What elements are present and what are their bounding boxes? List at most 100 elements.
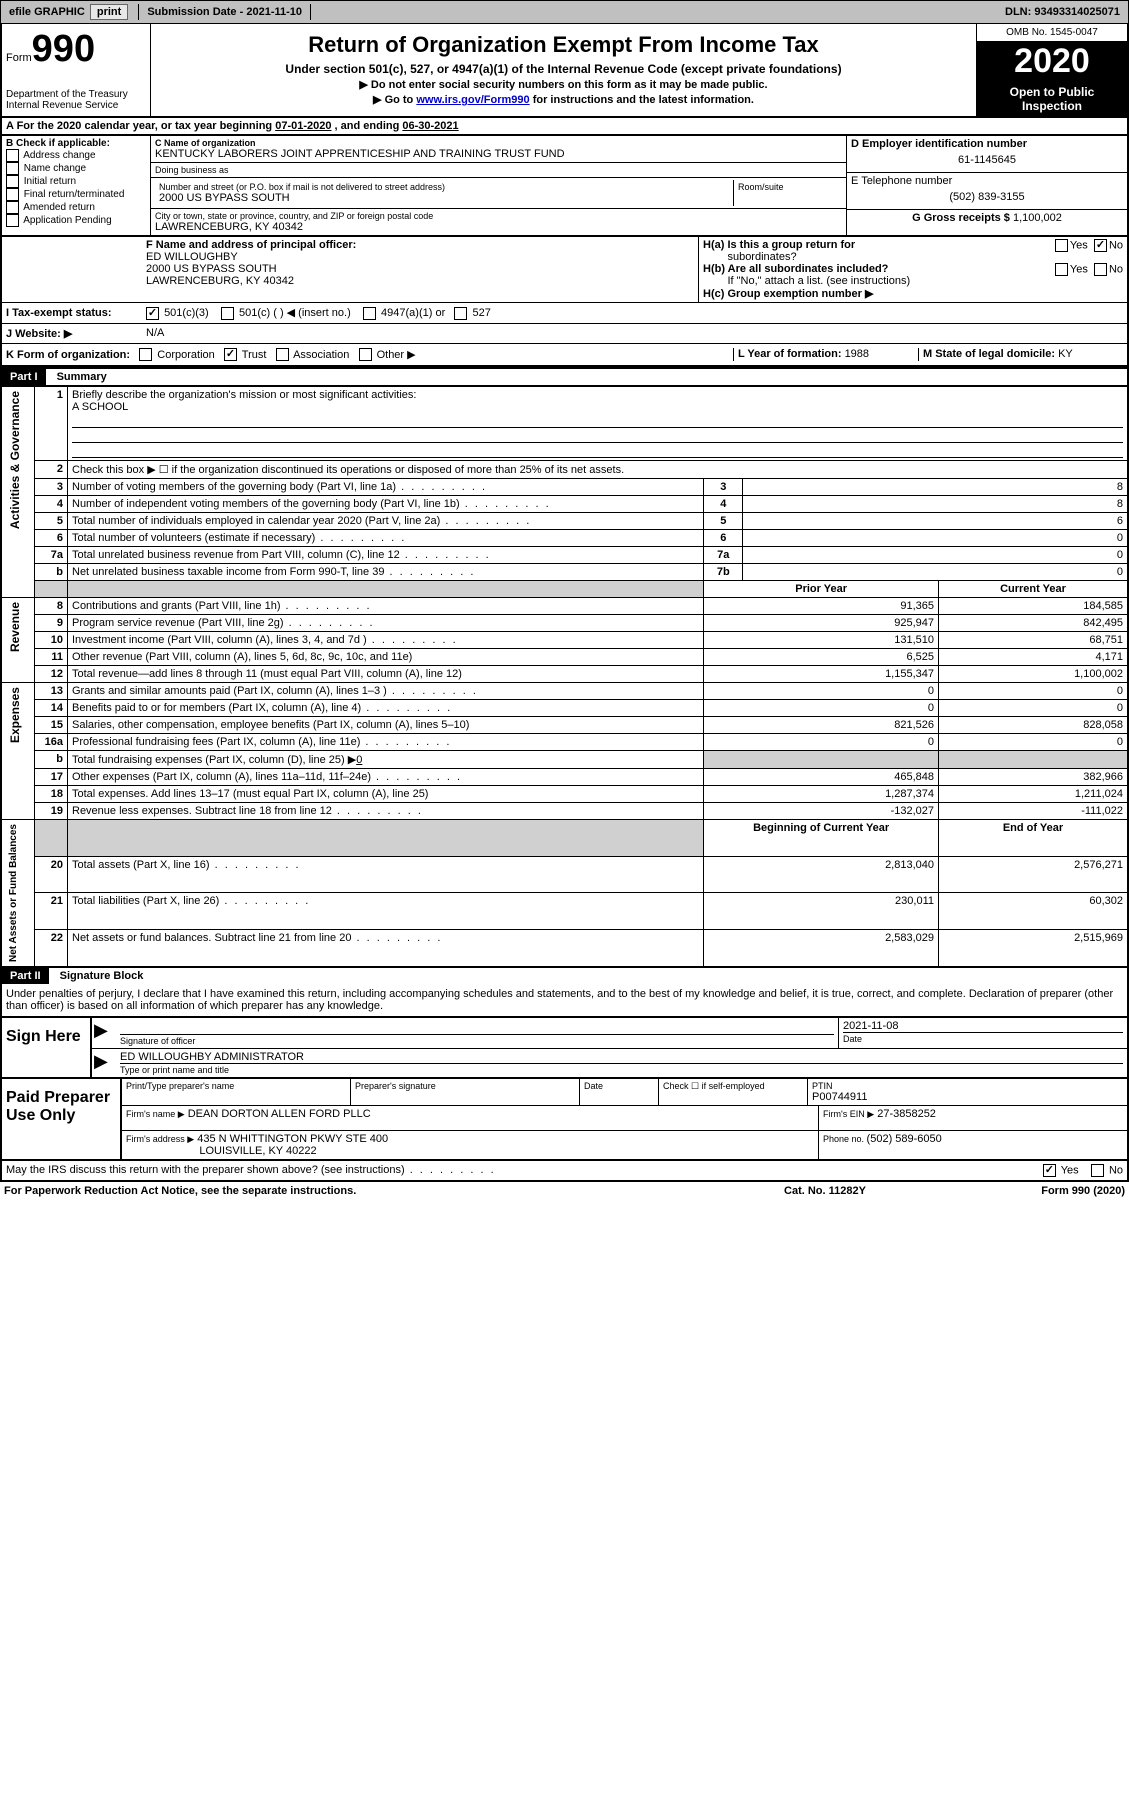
chk-final-return[interactable]: Final return/terminated (6, 188, 146, 201)
chk-527[interactable] (454, 307, 467, 320)
exp-14-prior: 0 (704, 700, 939, 717)
rev-12-curr: 1,100,002 (939, 666, 1129, 683)
officer-name-title: ED WILLOUGHBY ADMINISTRATOR (120, 1051, 1123, 1063)
line15: Salaries, other compensation, employee b… (72, 719, 469, 731)
dln: DLN: 93493314025071 (997, 4, 1128, 20)
side-net-assets: Net Assets or Fund Balances (6, 822, 21, 964)
chk-initial-return[interactable]: Initial return (6, 175, 146, 188)
chk-corporation[interactable] (139, 348, 152, 361)
chk-amended-return[interactable]: Amended return (6, 201, 146, 214)
line13: Grants and similar amounts paid (Part IX… (72, 685, 478, 697)
org-name: KENTUCKY LABORERS JOINT APPRENTICESHIP A… (155, 148, 842, 160)
self-employed-check[interactable]: Check ☐ if self-employed (663, 1081, 803, 1092)
line2: Check this box ▶ ☐ if the organization d… (68, 461, 1129, 479)
form990-link[interactable]: www.irs.gov/Form990 (416, 94, 529, 106)
exp-14-curr: 0 (939, 700, 1129, 717)
rev-9-prior: 925,947 (704, 615, 939, 632)
ein-value: 61-1145645 (851, 150, 1123, 170)
section-i-label: I Tax-exempt status: (6, 307, 146, 319)
hc-row: H(c) Group exemption number ▶ (703, 287, 1123, 300)
exp-13-curr: 0 (939, 683, 1129, 700)
line11: Other revenue (Part VIII, column (A), li… (72, 651, 412, 663)
chk-501c[interactable] (221, 307, 234, 320)
omb-number: OMB No. 1545-0047 (977, 24, 1127, 42)
line3: Number of voting members of the governin… (72, 481, 487, 493)
phone-label: E Telephone number (851, 175, 1123, 187)
state-domicile-label: M State of legal domicile: (923, 348, 1058, 360)
exp-15-prior: 821,526 (704, 717, 939, 734)
room-label: Room/suite (738, 182, 838, 192)
line7a: Total unrelated business revenue from Pa… (72, 549, 491, 561)
sign-arrow-icon-2: ▶ (92, 1049, 116, 1077)
line8: Contributions and grants (Part VIII, lin… (72, 600, 372, 612)
chk-address-change[interactable]: Address change (6, 149, 146, 162)
sign-here-section: Sign Here ▶ Signature of officer 2021-11… (0, 1018, 1129, 1079)
val-4: 8 (743, 496, 1128, 513)
print-button[interactable]: print (90, 4, 128, 20)
name-title-label: Type or print name and title (120, 1063, 1123, 1075)
discuss-row: May the IRS discuss this return with the… (0, 1161, 1129, 1182)
exp-17-prior: 465,848 (704, 769, 939, 786)
chk-501c3[interactable] (146, 307, 159, 320)
chk-application-pending[interactable]: Application Pending (6, 214, 146, 227)
prior-year-header: Prior Year (704, 581, 939, 598)
sig-date: 2021-11-08 (843, 1020, 1123, 1032)
org-name-label: C Name of organization (155, 138, 842, 148)
begin-year-header: Beginning of Current Year (704, 820, 939, 857)
discuss-no-checkbox[interactable] (1091, 1164, 1104, 1177)
firm-name-label: Firm's name ▶ (126, 1109, 185, 1119)
rev-9-curr: 842,495 (939, 615, 1129, 632)
val-6: 0 (743, 530, 1128, 547)
net-21-end: 60,302 (939, 893, 1129, 930)
phone-value: (502) 839-3155 (851, 187, 1123, 207)
form-org-label: K Form of organization: (6, 349, 130, 361)
net-20-begin: 2,813,040 (704, 856, 939, 893)
chk-trust[interactable] (224, 348, 237, 361)
state-domicile: KY (1058, 348, 1073, 360)
paid-preparer-label: Paid Preparer Use Only (2, 1079, 122, 1159)
line14: Benefits paid to or for members (Part IX… (72, 702, 452, 714)
officer-street: 2000 US BYPASS SOUTH (146, 263, 694, 275)
section-b-label: B Check if applicable: (6, 138, 146, 149)
line4: Number of independent voting members of … (72, 498, 551, 510)
discuss-question: May the IRS discuss this return with the… (6, 1164, 496, 1176)
officer-group-row: F Name and address of principal officer:… (0, 235, 1129, 303)
rev-8-curr: 184,585 (939, 598, 1129, 615)
exp-18-prior: 1,287,374 (704, 786, 939, 803)
prep-sig-label: Preparer's signature (355, 1081, 575, 1091)
chk-other[interactable] (359, 348, 372, 361)
form-header: Form990 Department of the Treasury Inter… (0, 24, 1129, 118)
net-20-end: 2,576,271 (939, 856, 1129, 893)
line1-value: A SCHOOL (72, 401, 128, 413)
discuss-yes-checkbox[interactable] (1043, 1164, 1056, 1177)
end-year-header: End of Year (939, 820, 1129, 857)
chk-name-change[interactable]: Name change (6, 162, 146, 175)
line22: Net assets or fund balances. Subtract li… (72, 932, 442, 944)
side-expenses: Expenses (6, 685, 24, 745)
street-value: 2000 US BYPASS SOUTH (159, 192, 729, 204)
gross-label: G Gross receipts $ (912, 212, 1013, 224)
exp-15-curr: 828,058 (939, 717, 1129, 734)
instr-ssn: ▶ Do not enter social security numbers o… (155, 78, 972, 91)
exp-17-curr: 382,966 (939, 769, 1129, 786)
rev-11-prior: 6,525 (704, 649, 939, 666)
chk-4947[interactable] (363, 307, 376, 320)
klm-row: K Form of organization: Corporation Trus… (0, 344, 1129, 368)
exp-13-prior: 0 (704, 683, 939, 700)
rev-12-prior: 1,155,347 (704, 666, 939, 683)
top-bar: efile GRAPHIC print Submission Date - 20… (0, 0, 1129, 24)
ptin-value: P00744911 (812, 1091, 1123, 1103)
officer-city: LAWRENCEBURG, KY 40342 (146, 275, 694, 287)
part1-header: Part I (2, 369, 46, 385)
rev-8-prior: 91,365 (704, 598, 939, 615)
irs-text: Internal Revenue Service (6, 100, 146, 111)
city-value: LAWRENCEBURG, KY 40342 (155, 221, 842, 233)
firm-ein: 27-3858252 (877, 1108, 936, 1120)
side-revenue: Revenue (6, 600, 24, 654)
dba-label: Doing business as (155, 165, 842, 175)
exp-16a-curr: 0 (939, 734, 1129, 751)
ha-no-checkbox[interactable] (1094, 239, 1107, 252)
rev-10-prior: 131,510 (704, 632, 939, 649)
chk-association[interactable] (276, 348, 289, 361)
ha-row: H(a) Is this a group return for Yes No s… (703, 239, 1123, 263)
